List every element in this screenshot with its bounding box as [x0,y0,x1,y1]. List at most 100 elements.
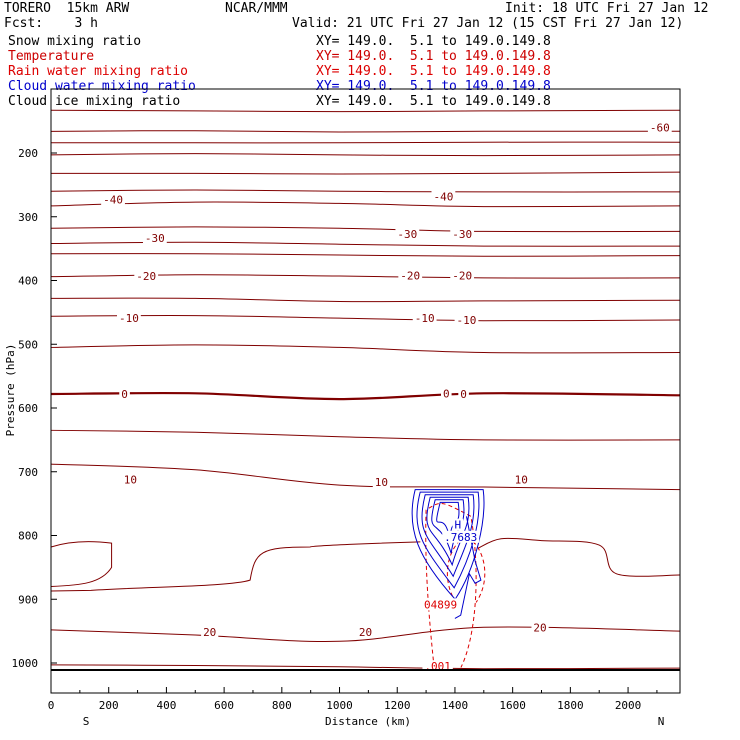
isotherm-18 [50,664,681,670]
rain-water-inner [446,534,486,603]
org-label: NCAR/MMM [225,1,288,16]
forecast-hour: Fcst: 3 h [4,16,98,31]
legend-xy-rain: XY= 149.0. 5.1 to 149.0.149.8 [316,64,551,79]
model-label: TORERO 15km ARW [4,1,130,16]
legend-xy-cloud-ice: XY= 149.0. 5.1 to 149.0.149.8 [316,94,551,109]
contour-label-bg [452,518,464,531]
y-tick-label: 200 [18,147,38,160]
contour-label-bg [121,473,139,486]
cloud-water-outer-tail [454,516,482,619]
contour-label-bg [101,193,125,206]
y-axis-title: Pressure (hPa) [4,344,17,437]
isotherm-1 [50,130,681,133]
contour-label-bg [117,312,141,325]
x-tick-label: 1800 [557,699,584,712]
isotherm-6 [50,201,681,208]
isotherm-3 [50,153,681,157]
contour-label: -10 [457,314,477,327]
plot-frame [50,88,681,694]
init-time: Init: 18 UTC Fri 27 Jan 12 [505,1,709,16]
isotherm-4 [50,171,681,175]
contour-label-bg [134,270,159,283]
contour-label-bg [412,312,437,325]
x-tick-label: 1200 [384,699,411,712]
x-tick-label: 200 [99,699,119,712]
legend-label-cloud-water: Cloud water mixing ratio [8,79,196,94]
x-tick-label: 1400 [442,699,469,712]
isotherm-9 [50,253,681,257]
isotherm-5 [50,189,681,193]
contour-label: -30 [397,228,417,241]
contour-label-bg [512,473,530,486]
x-tick-label: 600 [214,699,234,712]
isotherm-7 [50,226,681,233]
cloud-water-contour-2 [421,494,475,578]
contour-label: 20 [359,626,372,639]
x-axis-south-label: S [83,715,90,728]
contour-label-bg [440,387,452,400]
contour-label-bg [647,121,672,134]
y-tick-label: 900 [18,593,38,606]
contour-label-bg [142,231,167,244]
contour-label: 10 [515,473,528,486]
contour-label: .001 [424,660,451,673]
isotherm-0 [50,109,681,113]
contour-label-bg [450,269,475,282]
x-axis-north-label: N [658,715,665,728]
contour-label-bg [398,269,423,282]
contour-label-bg [442,530,480,543]
low-level-isotherm-bump [50,541,113,587]
contour-label: -10 [415,312,435,325]
x-tick-label: 1000 [326,699,353,712]
y-tick-label: 300 [18,211,38,224]
contour-label: 10 [124,473,137,486]
x-tick-label: 1600 [499,699,526,712]
contour-label-bg [356,625,375,638]
rain-water-contour [425,503,477,668]
isotherm-2 [51,141,681,144]
contour-label: -60 [650,122,670,135]
legend-label-temperature: Temperature [8,49,95,64]
legend-xy-temperature: XY= 149.0. 5.1 to 149.0.149.8 [316,49,551,64]
y-tick-label: 500 [18,338,38,351]
contour-label: -30 [145,232,165,245]
y-tick-label: 700 [18,466,38,479]
legend-label-rain: Rain water mixing ratio [8,64,189,79]
isotherm-14 [50,391,681,401]
contour-label-bg [422,598,460,611]
x-tick-label: 2000 [615,699,642,712]
contour-label: -20 [452,269,472,282]
contour-label: 20 [203,626,216,639]
x-axis-title: Distance (km) [325,715,411,728]
isotherm-16 [50,463,681,491]
contour-label: 0 [121,388,128,401]
contour-label: -20 [400,269,420,282]
contour-label-bg [450,227,475,240]
contour-label: H [455,519,462,532]
x-tick-label: 0 [48,699,55,712]
isotherm-15 [50,541,421,592]
legend-label-snow: Snow mixing ratio [8,34,142,49]
contour-label: 10 [375,476,388,489]
contour-label: -40 [433,190,453,203]
contour-label: 0 [460,388,467,401]
contour-label-bg [454,314,479,327]
y-tick-label: 1000 [12,657,39,670]
contour-label-bg [531,621,549,634]
cloud-water-contour-1 [416,491,480,589]
y-tick-label: 600 [18,402,38,415]
cloud-water-contour-3 [426,496,470,567]
isotherm-11 [50,297,681,303]
contour-label: 04899 [424,598,457,611]
contour-label-bg [431,190,456,203]
contour-label-bg [395,227,420,240]
contour-label: -10 [119,312,139,325]
isotherm-15-east [477,537,681,577]
valid-time: Valid: 21 UTC Fri 27 Jan 12 (15 CST Fri … [292,16,684,31]
contour-label: -40 [103,194,123,207]
contour-label: 0 [443,387,450,400]
y-tick-label: 800 [18,530,38,543]
x-tick-label: 400 [156,699,176,712]
contour-label: -20 [136,270,156,283]
